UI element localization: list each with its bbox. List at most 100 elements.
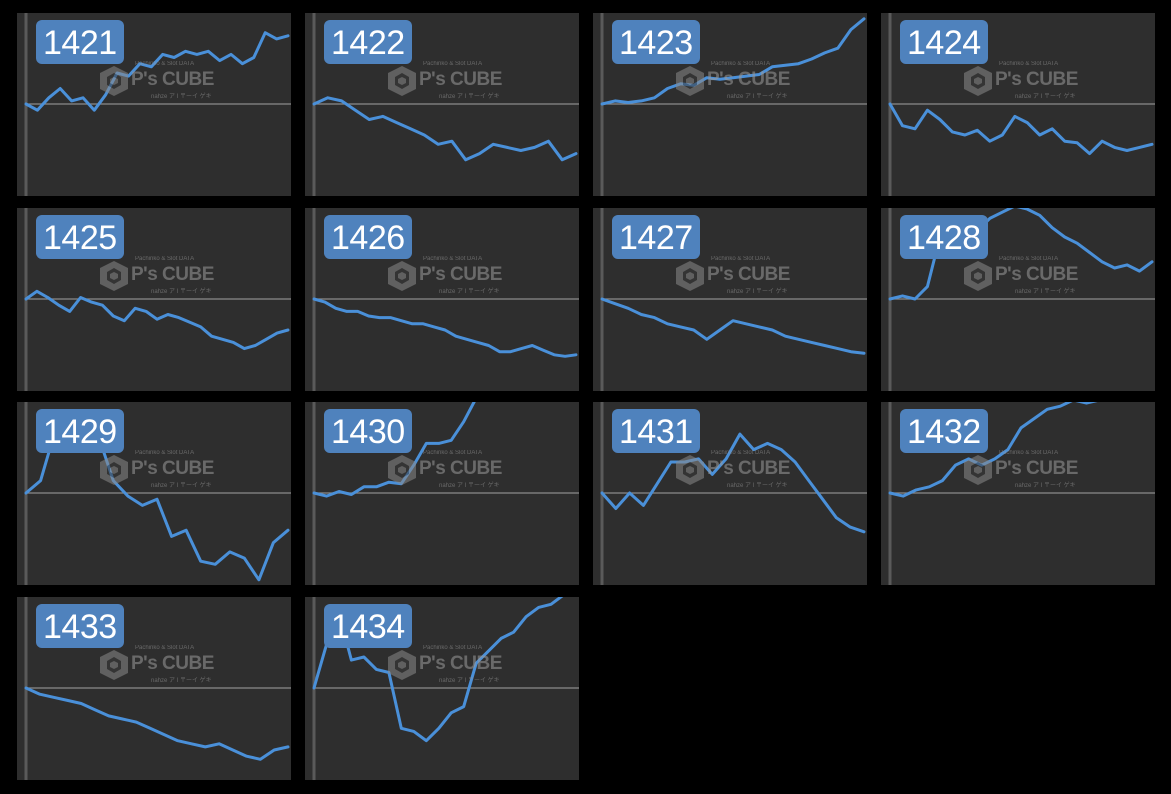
chart-panel-1424: Pachinko & Slot DATA P's CUBE nahze ア I … [881,13,1155,196]
machine-number-badge: 1434 [324,604,412,648]
watermark: Pachinko & Slot DATA P's CUBE nahze ア I … [963,61,1083,101]
watermark-top-text: Pachinko & Slot DATA [711,256,771,262]
machine-number-badge: 1425 [36,215,124,259]
machine-number-badge: 1424 [900,20,988,64]
watermark: Pachinko & Slot DATA P's CUBE nahze ア I … [99,450,219,490]
watermark-brand-text: P's CUBE [131,458,214,479]
cube-logo-icon [964,455,992,485]
cube-logo-icon [388,66,416,96]
watermark: Pachinko & Slot DATA P's CUBE nahze ア I … [387,61,507,101]
cube-logo-icon [964,66,992,96]
chart-panel-1425: Pachinko & Slot DATA P's CUBE nahze ア I … [17,208,291,391]
watermark-brand-text: P's CUBE [131,69,214,90]
series-line-1432 [888,402,1098,498]
series-line-1427 [600,297,866,355]
chart-panel-1422: Pachinko & Slot DATA P's CUBE nahze ア I … [305,13,579,196]
machine-number-badge: 1429 [36,409,124,453]
watermark-sub-text: nahze ア I 〒ーイ ゲキ [439,678,500,684]
watermark: Pachinko & Slot DATA P's CUBE nahze ア I … [387,450,507,490]
watermark-brand-text: P's CUBE [131,653,214,674]
series-line-1434 [312,597,564,743]
watermark-brand-text: P's CUBE [707,458,790,479]
watermark-top-text: Pachinko & Slot DATA [423,256,483,262]
series-line-1424 [888,102,1154,156]
watermark-sub-text: nahze ア I 〒ーイ ゲキ [151,289,212,295]
chart-panel-1423: Pachinko & Slot DATA P's CUBE nahze ア I … [593,13,867,196]
watermark-top-text: Pachinko & Slot DATA [999,450,1059,456]
series-line-1425 [24,289,290,351]
watermark-top-text: Pachinko & Slot DATA [711,450,771,456]
watermark: Pachinko & Slot DATA P's CUBE nahze ア I … [387,645,507,685]
watermark-sub-text: nahze ア I 〒ーイ ゲキ [727,94,788,100]
watermark: Pachinko & Slot DATA P's CUBE nahze ア I … [387,256,507,296]
series-line-1423 [600,17,866,106]
machine-number-badge: 1423 [612,20,700,64]
watermark: Pachinko & Slot DATA P's CUBE nahze ア I … [675,450,795,490]
watermark-sub-text: nahze ア I 〒ーイ ゲキ [151,94,212,100]
series-line-1433 [24,686,290,761]
watermark-sub-text: nahze ア I 〒ーイ ゲキ [727,483,788,489]
machine-number-badge: 1432 [900,409,988,453]
chart-panel-1432: Pachinko & Slot DATA P's CUBE nahze ア I … [881,402,1155,585]
watermark: Pachinko & Slot DATA P's CUBE nahze ア I … [963,256,1083,296]
series-line-1426 [312,297,578,358]
watermark-brand-text: P's CUBE [707,69,790,90]
watermark-sub-text: nahze ア I 〒ーイ ゲキ [151,678,212,684]
watermark-sub-text: nahze ア I 〒ーイ ゲキ [1015,483,1076,489]
watermark-top-text: Pachinko & Slot DATA [999,256,1059,262]
watermark-sub-text: nahze ア I 〒ーイ ゲキ [1015,289,1076,295]
cube-logo-icon [676,66,704,96]
series-line-1430 [312,402,476,498]
watermark: Pachinko & Slot DATA P's CUBE nahze ア I … [963,450,1083,490]
watermark-sub-text: nahze ア I 〒ーイ ゲキ [727,289,788,295]
watermark-top-text: Pachinko & Slot DATA [423,61,483,67]
watermark-top-text: Pachinko & Slot DATA [423,450,483,456]
watermark-top-text: Pachinko & Slot DATA [135,61,195,67]
watermark-brand-text: P's CUBE [419,653,502,674]
machine-number-badge: 1421 [36,20,124,64]
machine-number-badge: 1426 [324,215,412,259]
watermark: Pachinko & Slot DATA P's CUBE nahze ア I … [99,256,219,296]
watermark-top-text: Pachinko & Slot DATA [999,61,1059,67]
series-line-1431 [600,432,866,534]
plot-area [305,208,579,391]
watermark-top-text: Pachinko & Slot DATA [135,256,195,262]
machine-number-badge: 1422 [324,20,412,64]
machine-number-badge: 1427 [612,215,700,259]
chart-panel-1428: Pachinko & Slot DATA P's CUBE nahze ア I … [881,208,1155,391]
machine-number-badge: 1430 [324,409,412,453]
watermark-brand-text: P's CUBE [707,264,790,285]
watermark-brand-text: P's CUBE [995,264,1078,285]
watermark-brand-text: P's CUBE [131,264,214,285]
chart-panel-1429: Pachinko & Slot DATA P's CUBE nahze ア I … [17,402,291,585]
machine-number-badge: 1428 [900,215,988,259]
chart-panel-1433: Pachinko & Slot DATA P's CUBE nahze ア I … [17,597,291,780]
watermark: Pachinko & Slot DATA P's CUBE nahze ア I … [99,61,219,101]
watermark-brand-text: P's CUBE [419,264,502,285]
cube-logo-icon [100,261,128,291]
plot-area [17,208,291,391]
watermark-top-text: Pachinko & Slot DATA [711,61,771,67]
machine-number-badge: 1431 [612,409,700,453]
chart-panel-1427: Pachinko & Slot DATA P's CUBE nahze ア I … [593,208,867,391]
watermark-top-text: Pachinko & Slot DATA [423,645,483,651]
cube-logo-icon [676,455,704,485]
watermark-brand-text: P's CUBE [995,69,1078,90]
watermark: Pachinko & Slot DATA P's CUBE nahze ア I … [675,256,795,296]
series-line-1421 [24,31,290,112]
watermark-sub-text: nahze ア I 〒ーイ ゲキ [439,483,500,489]
series-line-1428 [888,208,1154,301]
watermark-sub-text: nahze ア I 〒ーイ ゲキ [1015,94,1076,100]
cube-logo-icon [100,650,128,680]
cube-logo-icon [964,261,992,291]
watermark-brand-text: P's CUBE [419,458,502,479]
chart-panel-1430: Pachinko & Slot DATA P's CUBE nahze ア I … [305,402,579,585]
cube-logo-icon [388,455,416,485]
cube-logo-icon [388,261,416,291]
watermark-brand-text: P's CUBE [419,69,502,90]
watermark-brand-text: P's CUBE [995,458,1078,479]
watermark: Pachinko & Slot DATA P's CUBE nahze ア I … [99,645,219,685]
watermark-sub-text: nahze ア I 〒ーイ ゲキ [439,94,500,100]
watermark-sub-text: nahze ア I 〒ーイ ゲキ [439,289,500,295]
